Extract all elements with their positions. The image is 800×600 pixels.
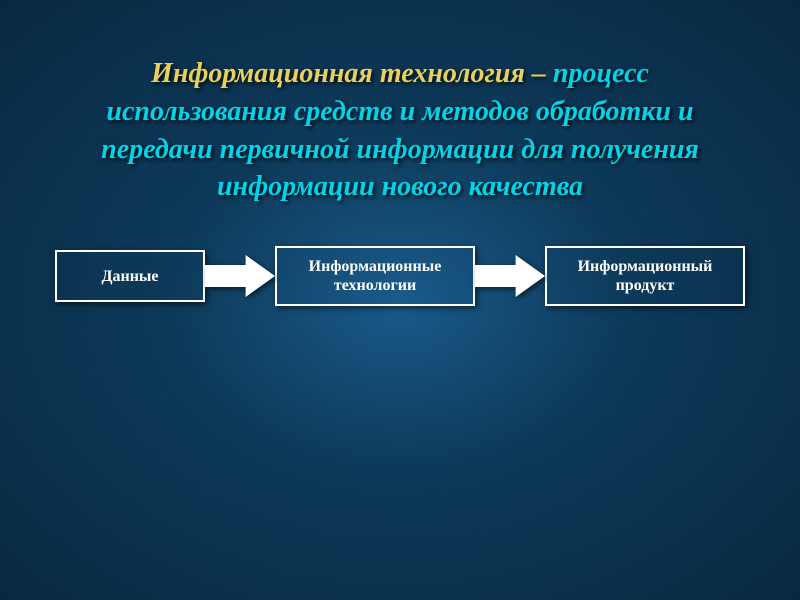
flowchart: Данные Информационные технологии Информаци… — [0, 246, 800, 306]
flow-node-n1: Данные — [55, 250, 205, 302]
flow-node-n3: Информационный продукт — [545, 246, 745, 306]
flow-arrow-n2-n3 — [475, 255, 545, 297]
slide-heading: Информационная технология – процесс испо… — [0, 0, 800, 206]
heading-title: Информационная технология – — [151, 58, 546, 89]
flow-arrow-n1-n2 — [205, 255, 275, 297]
flow-node-n2: Информационные технологии — [275, 246, 475, 306]
